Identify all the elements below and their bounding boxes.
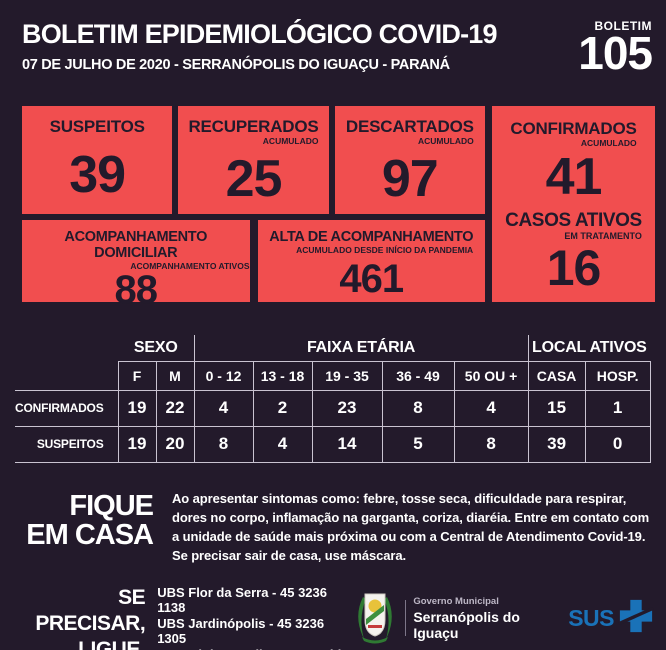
table-cell: 1	[584, 389, 651, 427]
call-to-action: SE PRECISAR, LIGUE.	[30, 585, 145, 650]
sus-logo: SUS	[568, 598, 654, 639]
table-cell: 4	[193, 389, 254, 427]
stat-cards-left: SUSPEITOS 39 RECUPERADOS ACUMULADO 25 DE…	[22, 106, 485, 310]
card-title: CONFIRMADOS	[510, 119, 637, 138]
advice-section: FIQUE EM CASA Ao apresentar sintomas com…	[0, 489, 666, 565]
column-header: 36 - 49	[381, 360, 455, 391]
contact-line: Central de atendimento Covid-19	[157, 647, 352, 650]
page-subtitle: 07 DE JULHO DE 2020 - SERRANÓPOLIS DO IG…	[22, 57, 450, 73]
row-label: SUSPEITOS	[15, 425, 118, 463]
table-cell: 4	[453, 389, 529, 427]
table-cell: 2	[252, 389, 313, 427]
group-header-sexo: SEXO	[133, 338, 178, 356]
municipal-crest-icon	[353, 587, 397, 650]
card-value: 25	[225, 150, 283, 209]
call-line1: SE PRECISAR,	[35, 585, 146, 635]
table-cell: 4	[252, 425, 313, 463]
column-header: 50 OU +	[453, 360, 529, 391]
table-cell: 14	[311, 425, 383, 463]
column-header: 0 - 12	[193, 360, 254, 391]
card-value: 97	[381, 150, 439, 209]
card-title: RECUPERADOS	[188, 117, 319, 136]
bulletin-number-block: BOLETIM 105	[578, 19, 653, 79]
bulletin-label: BOLETIM	[594, 19, 652, 33]
sus-cross-icon	[618, 598, 654, 639]
card-sublabel: ACUMULADO	[418, 136, 474, 146]
municipality-gov-label: Governo Municipal	[413, 595, 499, 607]
card-value: 39	[69, 145, 126, 204]
card-value: 41	[545, 148, 603, 206]
card-suspeitos: SUSPEITOS 39	[22, 106, 173, 214]
table-cell: 23	[311, 389, 383, 427]
footer: SE PRECISAR, LIGUE. UBS Flor da Serra - …	[0, 581, 666, 650]
card-alta-acompanhamento: ALTA DE ACOMPANHAMENTO ACUMULADO DESDE I…	[257, 220, 485, 302]
table-row-confirmados: CONFIRMADOS 19 22 4 2 23 8 4 15 1	[15, 389, 651, 427]
table-group-header-row: SEXO FAIXA ETÁRIA LOCAL ATIVOS	[15, 335, 651, 361]
advice-heading-line2: EM CASA	[26, 518, 154, 551]
stat-cards: SUSPEITOS 39 RECUPERADOS ACUMULADO 25 DE…	[22, 106, 655, 310]
table-cell: 20	[155, 425, 195, 463]
card-sublabel: ACUMULADO	[580, 138, 637, 148]
table-row-suspeitos: SUSPEITOS 19 20 8 4 14 5 8 39 0	[15, 425, 651, 463]
stats-table: SEXO FAIXA ETÁRIA LOCAL ATIVOS F M 0 - 1…	[15, 335, 651, 463]
group-header-local-ativos: LOCAL ATIVOS	[527, 335, 651, 361]
table-cell: 5	[381, 425, 455, 463]
card-value: 88	[114, 268, 158, 312]
card-title: SUSPEITOS	[49, 117, 145, 136]
call-line2: LIGUE.	[78, 637, 146, 650]
group-header-faixa-etaria: FAIXA ETÁRIA	[193, 335, 529, 361]
card-title: CASOS ATIVOS	[505, 210, 642, 232]
card-value: 461	[339, 256, 404, 301]
column-header: CASA	[527, 360, 586, 391]
table-cell: 8	[193, 425, 254, 463]
contact-list: UBS Flor da Serra - 45 3236 1138 UBS Jar…	[157, 585, 352, 650]
card-title: ACOMPANHAMENTO DOMICILIAR	[64, 229, 208, 261]
table-cell: 22	[155, 389, 195, 427]
municipality-name: Serranópolis do Iguaçu	[413, 608, 520, 641]
card-sublabel: ACUMULADO	[262, 136, 319, 146]
page-title: BOLETIM EPIDEMIOLÓGICO COVID-19	[22, 19, 498, 49]
footer-logos: Governo Municipal Serranópolis do Iguaçu…	[353, 587, 654, 650]
card-descartados: DESCARTADOS ACUMULADO 97	[334, 106, 485, 214]
card-sublabel: ACOMPANHAMENTO ATIVOS	[130, 261, 250, 271]
municipality-name-block: Governo Municipal Serranópolis do Iguaçu	[413, 596, 538, 641]
table-cell: 0	[584, 425, 651, 463]
table-column-header-row: F M 0 - 12 13 - 18 19 - 35 36 - 49 50 OU…	[15, 360, 651, 391]
header-text: BOLETIM EPIDEMIOLÓGICO COVID-19 07 DE JU…	[22, 18, 498, 74]
card-confirmados-ativos: CONFIRMADOS ACUMULADO 41 CASOS ATIVOS EM…	[492, 106, 655, 302]
stat-cards-row2: ACOMPANHAMENTO DOMICILIAR ACOMPANHAMENTO…	[22, 220, 485, 310]
card-sublabel: ACUMULADO DESDE INÍCIO DA PANDEMIA	[296, 245, 474, 255]
table-corner	[15, 361, 118, 390]
card-title: ALTA DE ACOMPANHAMENTO	[269, 229, 474, 245]
stat-cards-row1: SUSPEITOS 39 RECUPERADOS ACUMULADO 25 DE…	[22, 106, 485, 214]
table-cell: 15	[527, 389, 586, 427]
column-header: HOSP.	[584, 360, 651, 391]
header: BOLETIM EPIDEMIOLÓGICO COVID-19 07 DE JU…	[0, 0, 666, 79]
contact-line: UBS Flor da Serra - 45 3236 1138	[157, 584, 327, 616]
table-cell: 19	[117, 425, 157, 463]
column-header: M	[155, 360, 195, 391]
advice-heading: FIQUE EM CASA	[22, 489, 154, 565]
table-cell: 8	[381, 389, 455, 427]
logo-divider	[404, 600, 406, 636]
advice-heading-line1: FIQUE	[69, 489, 154, 522]
card-value: 16	[546, 240, 602, 297]
contact-line: UBS Jardinópolis - 45 3236 1305	[157, 615, 325, 647]
column-header: 13 - 18	[252, 360, 313, 391]
card-title: DESCARTADOS	[345, 117, 474, 136]
table-cell: 39	[527, 425, 586, 463]
row-label: CONFIRMADOS	[15, 389, 118, 427]
bulletin-number: 105	[578, 27, 653, 79]
table-corner	[15, 335, 118, 361]
column-header: F	[117, 360, 157, 391]
column-header: 19 - 35	[311, 360, 383, 391]
table-cell: 8	[453, 425, 529, 463]
table-cell: 19	[117, 389, 157, 427]
advice-text: Ao apresentar sintomas como: febre, toss…	[172, 490, 650, 563]
card-sublabel: EM TRATAMENTO	[564, 231, 642, 242]
sus-label: SUS	[568, 604, 614, 631]
card-recuperados: RECUPERADOS ACUMULADO 25	[178, 106, 329, 214]
card-acompanhamento-domiciliar: ACOMPANHAMENTO DOMICILIAR ACOMPANHAMENTO…	[22, 220, 250, 310]
